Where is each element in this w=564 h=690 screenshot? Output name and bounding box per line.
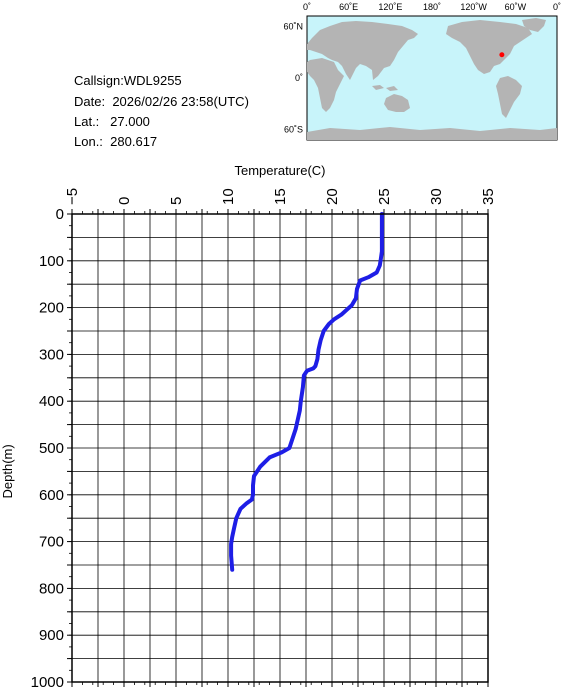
africa-landmass [307,58,344,112]
station-marker [499,52,505,58]
y-tick-label: 200 [39,300,64,317]
y-tick-label: 400 [39,393,64,410]
map-lon-label: 120˚W [460,2,487,12]
lat-label: Lat.: [74,114,100,129]
x-tick-label: 15 [272,188,289,205]
greenland-landmass [522,18,546,32]
callsign-text: Callsign:WDL9255 [74,73,182,88]
world-map: 0˚ 60˚E 120˚E 180˚ 120˚W 60˚W 0˚ 60˚N0˚60˚S [283,2,561,141]
y-axis-title: Depth(m) [0,444,15,498]
y-tick-label: 500 [39,440,64,457]
lat-value: 27.000 [110,114,150,129]
grid-lines [71,213,489,683]
x-tick-label: 10 [220,188,237,205]
antarctica-landmass [307,127,557,140]
australia-landmass [384,94,410,112]
y-tick-label: 900 [39,627,64,644]
map-lon-label: 60˚E [339,2,358,12]
x-tick-label: −5 [64,188,81,205]
lon-label: Lon.: [74,134,103,149]
lat-row: Lat.: 27.000 [74,113,150,131]
x-tick-label: 5 [168,197,185,205]
map-lat-label: 60˚S [284,125,303,135]
x-axis-title: Temperature(C) [234,163,325,178]
south-america-landmass [496,76,522,118]
map-lat-label: 0˚ [295,73,303,83]
y-tick-label: 700 [39,534,64,551]
x-tick-label: 25 [376,188,393,205]
date-value: 2026/02/26 23:58(UTC) [112,94,249,109]
y-tick-label: 600 [39,487,64,504]
y-tick-label: 1000 [31,674,64,690]
y-tick-label: 0 [56,206,64,223]
y-tick-label: 100 [39,253,64,270]
map-longitude-labels: 0˚ 60˚E 120˚E 180˚ 120˚W 60˚W 0˚ [303,2,561,12]
date-row: Date: 2026/02/26 23:58(UTC) [74,93,249,111]
eurasia-landmass [307,21,418,80]
temperature-profile-line [229,212,384,572]
minor-ticks [67,209,489,687]
map-lon-label: 180˚ [423,2,441,12]
x-tick-label: 35 [480,188,497,205]
lon-row: Lon.: 280.617 [74,133,157,151]
x-tick-label: 0 [116,197,133,205]
map-lon-label: 120˚E [378,2,402,12]
map-lon-label: 60˚W [505,2,527,12]
x-tick-label: 30 [428,188,445,205]
map-land [307,18,557,140]
plot-frame [71,213,489,683]
profile-plot: −5 0 5 10 15 20 25 30 35 01002003004005006007008… [0,163,497,690]
y-tick-label: 300 [39,346,64,363]
date-label: Date: [74,94,106,109]
x-tick-label: 20 [324,188,341,205]
north-america-landmass [446,20,532,74]
indonesia-islands [372,85,398,91]
y-tick-label: 800 [39,580,64,597]
map-lon-label: 0˚ [553,2,561,12]
y-tick-labels: 0 100 200 300 400 500 600 700 800 900 1000 [31,206,64,690]
lon-value: 280.617 [110,134,158,149]
map-latitude-labels: 60˚N 0˚ 60˚S [283,21,303,134]
map-lon-label: 0˚ [303,2,311,12]
map-lat-label: 60˚N [283,21,303,31]
x-tick-labels: −5 0 5 10 15 20 25 30 35 [64,188,497,205]
